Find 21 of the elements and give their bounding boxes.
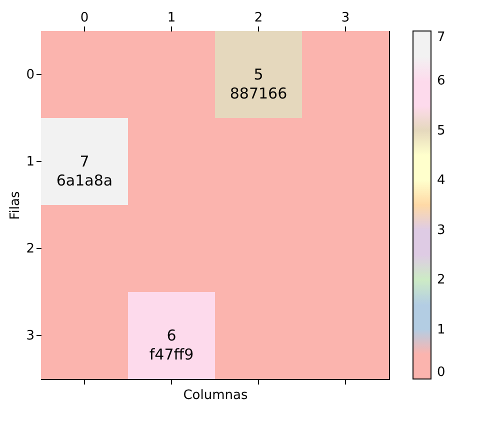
y-tick-label: 3 xyxy=(26,328,34,344)
x-tick-label: 3 xyxy=(341,10,350,26)
color-bar-label: 6 xyxy=(437,74,446,89)
color-bar-label: 1 xyxy=(437,322,446,338)
y-tick-label: 1 xyxy=(26,154,34,170)
color-bar-label: 4 xyxy=(437,173,446,188)
color-bar-label: 5 xyxy=(437,123,446,138)
x-tick-label: 0 xyxy=(80,10,89,26)
color-bar-label: 7 xyxy=(437,30,446,45)
data-label: 7 6a1a8a xyxy=(56,152,113,190)
x-tick-label: 1 xyxy=(167,10,176,26)
y-axis-title: Filas xyxy=(8,191,24,220)
x-tick-label: 2 xyxy=(254,10,263,26)
data-label: 5 887166 xyxy=(230,66,288,102)
x-axis-title: Columnas xyxy=(183,388,248,403)
color-bar-label: 3 xyxy=(437,222,446,238)
y-tick-label: 0 xyxy=(26,68,34,82)
y-tick-label: 2 xyxy=(26,242,34,256)
data-label: 6 f47ff9 xyxy=(149,326,194,364)
color-bar-label: 2 xyxy=(437,272,446,288)
color-bar-label: 0 xyxy=(437,365,446,380)
